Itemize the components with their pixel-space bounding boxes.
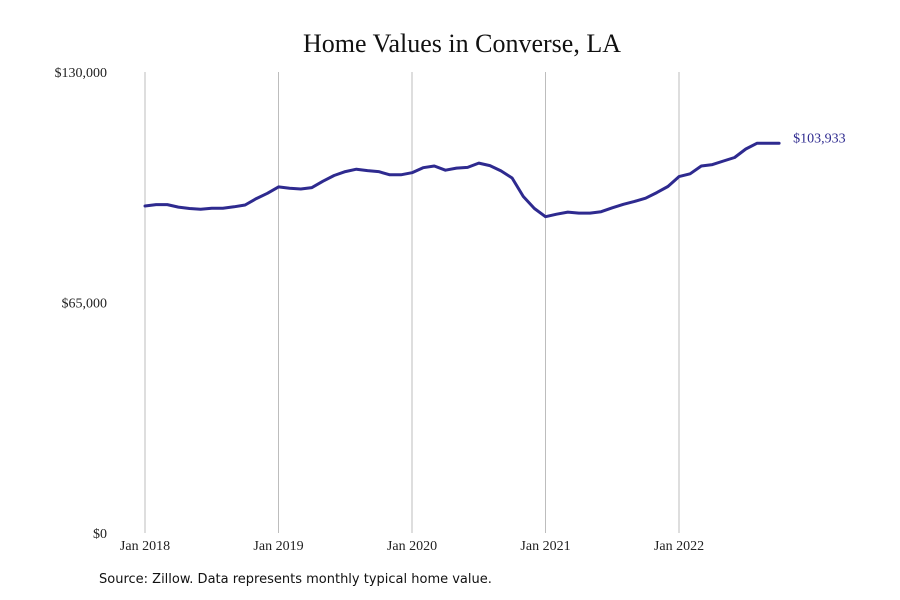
- chart-title: Home Values in Converse, LA: [303, 29, 621, 58]
- x-tick-label: Jan 2022: [654, 539, 704, 554]
- x-axis-ticks: Jan 2018 Jan 2019 Jan 2020 Jan 2021 Jan 2022: [120, 539, 704, 554]
- series-group: [143, 141, 781, 219]
- y-tick-label: $130,000: [55, 66, 108, 81]
- x-tick-label: Jan 2018: [120, 539, 170, 554]
- y-tick-label: $0: [93, 527, 107, 542]
- x-tick-label: Jan 2021: [520, 539, 570, 554]
- source-note: Source: Zillow. Data represents monthly …: [99, 572, 492, 587]
- end-value-label: $103,933: [793, 131, 846, 146]
- grid-lines: [144, 72, 680, 533]
- x-tick-label: Jan 2019: [253, 539, 303, 554]
- series-line: [143, 141, 781, 219]
- y-axis-ticks: $0 $65,000 $130,000: [55, 66, 108, 542]
- y-tick-label: $65,000: [62, 297, 108, 312]
- x-tick-label: Jan 2020: [387, 539, 437, 554]
